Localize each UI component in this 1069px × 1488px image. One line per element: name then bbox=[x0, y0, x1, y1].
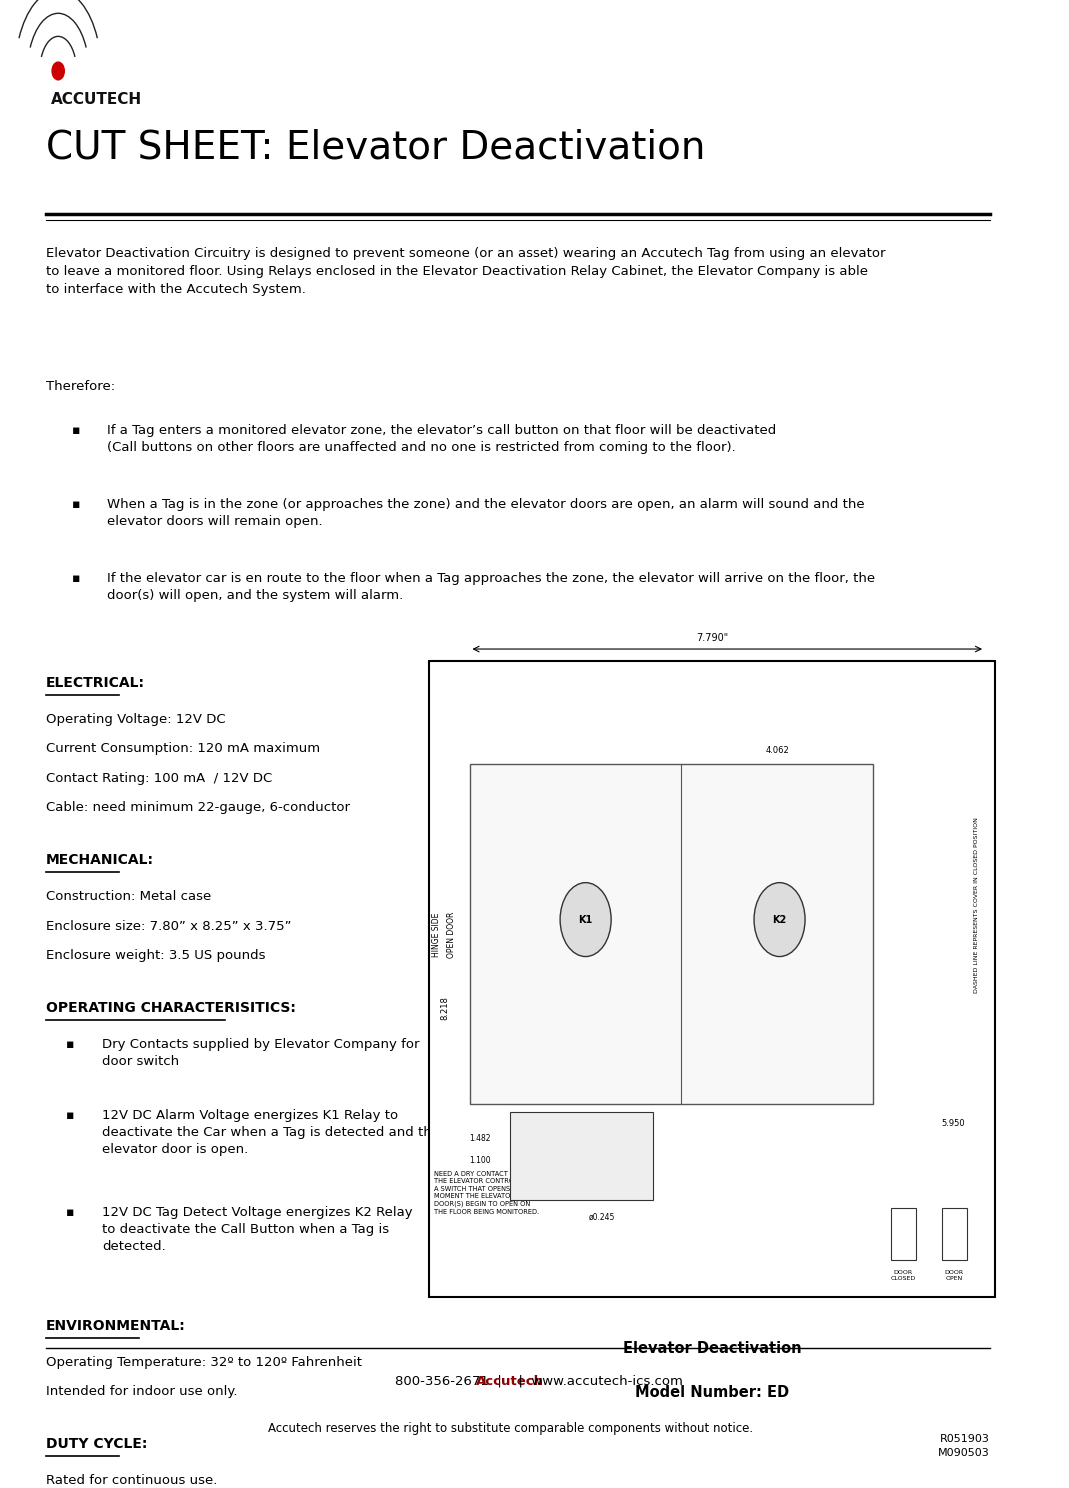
Text: CALL
BUTTON: CALL BUTTON bbox=[762, 783, 797, 802]
Circle shape bbox=[754, 882, 805, 957]
Text: 12V DC Tag Detect Voltage energizes K2 Relay
to deactivate the Call Button when : 12V DC Tag Detect Voltage energizes K2 R… bbox=[102, 1207, 413, 1253]
Text: Current Consumption: 120 mA maximum: Current Consumption: 120 mA maximum bbox=[46, 743, 320, 756]
Text: ø0.370: ø0.370 bbox=[475, 802, 501, 811]
Text: Accutech reserves the right to substitute comparable components without notice.: Accutech reserves the right to substitut… bbox=[267, 1423, 753, 1436]
Text: ø0.245: ø0.245 bbox=[589, 1213, 616, 1222]
Text: DIODE: DIODE bbox=[659, 1085, 683, 1094]
Text: 5.950: 5.950 bbox=[941, 1119, 964, 1128]
Text: If a Tag enters a monitored elevator zone, the elevator’s call button on that fl: If a Tag enters a monitored elevator zon… bbox=[107, 424, 776, 454]
Text: Elevator Deactivation Circuitry is designed to prevent someone (or an asset) wea: Elevator Deactivation Circuitry is desig… bbox=[46, 247, 885, 296]
Text: 8.218: 8.218 bbox=[440, 997, 450, 1021]
Text: ▪: ▪ bbox=[72, 424, 80, 437]
Text: Enclosure size: 7.80” x 8.25” x 3.75”: Enclosure size: 7.80” x 8.25” x 3.75” bbox=[46, 920, 292, 933]
Text: ▪: ▪ bbox=[72, 573, 80, 585]
Text: CAR
DEACTIVATION: CAR DEACTIVATION bbox=[544, 783, 606, 802]
Text: NEED A DRY CONTACT FROM
THE ELEVATOR CONTROL, OR
A SWITCH THAT OPENS THE
MOMENT : NEED A DRY CONTACT FROM THE ELEVATOR CON… bbox=[434, 1171, 539, 1214]
Text: Rated for continuous use.: Rated for continuous use. bbox=[46, 1475, 217, 1487]
Bar bbox=[942, 1208, 966, 1260]
Bar bbox=[469, 765, 872, 1104]
Bar bbox=[429, 661, 995, 1296]
Text: Therefore:: Therefore: bbox=[46, 379, 115, 393]
Text: Contact Rating: 100 mA  / 12V DC: Contact Rating: 100 mA / 12V DC bbox=[46, 772, 273, 784]
Text: Model Number: ED: Model Number: ED bbox=[635, 1385, 789, 1400]
Circle shape bbox=[560, 882, 611, 957]
Text: Operating Voltage: 12V DC: Operating Voltage: 12V DC bbox=[46, 713, 226, 726]
Text: Accutech: Accutech bbox=[477, 1375, 544, 1388]
Text: 1.482: 1.482 bbox=[469, 1134, 491, 1143]
Text: OPERATING CHARACTERISITICS:: OPERATING CHARACTERISITICS: bbox=[46, 1001, 296, 1015]
Text: 4.062: 4.062 bbox=[765, 747, 789, 756]
Circle shape bbox=[52, 62, 64, 80]
Text: ▪: ▪ bbox=[66, 1109, 75, 1122]
Text: HINGE SIDE: HINGE SIDE bbox=[432, 912, 441, 957]
Text: ACCUTECH: ACCUTECH bbox=[51, 92, 142, 107]
Text: ▪: ▪ bbox=[66, 1207, 75, 1219]
Text: Construction: Metal case: Construction: Metal case bbox=[46, 890, 212, 903]
Text: DOOR
OPEN: DOOR OPEN bbox=[945, 1269, 964, 1281]
Text: K2: K2 bbox=[773, 915, 787, 924]
Text: MECHANICAL:: MECHANICAL: bbox=[46, 853, 154, 868]
Text: CUT SHEET: Elevator Deactivation: CUT SHEET: Elevator Deactivation bbox=[46, 128, 706, 167]
Text: If the elevator car is en route to the floor when a Tag approaches the zone, the: If the elevator car is en route to the f… bbox=[107, 573, 876, 603]
Text: ▪: ▪ bbox=[72, 498, 80, 512]
Text: DUTY CYCLE:: DUTY CYCLE: bbox=[46, 1437, 148, 1451]
Text: |  www.accutech-ics.com: | www.accutech-ics.com bbox=[510, 1375, 683, 1388]
Text: Operating Temperature: 32º to 120º Fahrenheit: Operating Temperature: 32º to 120º Fahre… bbox=[46, 1356, 362, 1369]
Text: R051903
M090503: R051903 M090503 bbox=[939, 1434, 990, 1458]
Text: 7.790": 7.790" bbox=[696, 632, 728, 643]
Text: 12V DC Alarm Voltage energizes K1 Relay to
deactivate the Car when a Tag is dete: 12V DC Alarm Voltage energizes K1 Relay … bbox=[102, 1109, 440, 1156]
Text: ELECTRICAL:: ELECTRICAL: bbox=[46, 676, 145, 689]
Text: DASHED LINE REPRESENTS COVER IN CLOSED POSITION: DASHED LINE REPRESENTS COVER IN CLOSED P… bbox=[974, 817, 979, 992]
Text: ENVIRONMENTAL:: ENVIRONMENTAL: bbox=[46, 1318, 186, 1333]
Text: Intended for indoor use only.: Intended for indoor use only. bbox=[46, 1385, 237, 1399]
Text: K1: K1 bbox=[578, 915, 592, 924]
Text: Dry Contacts supplied by Elevator Company for
door switch: Dry Contacts supplied by Elevator Compan… bbox=[102, 1037, 419, 1068]
Text: OPEN DOOR: OPEN DOOR bbox=[447, 911, 455, 958]
Text: 1.100: 1.100 bbox=[469, 1156, 491, 1165]
Text: Enclosure weight: 3.5 US pounds: Enclosure weight: 3.5 US pounds bbox=[46, 949, 265, 963]
Text: Cable: need minimum 22-gauge, 6-conductor: Cable: need minimum 22-gauge, 6-conducto… bbox=[46, 802, 350, 814]
Text: ▪: ▪ bbox=[66, 1037, 75, 1051]
Text: DOOR
CLOSED: DOOR CLOSED bbox=[890, 1269, 916, 1281]
Text: 800-356-2671  |: 800-356-2671 | bbox=[396, 1375, 510, 1388]
Bar bbox=[510, 1112, 653, 1201]
Text: Elevator Deactivation: Elevator Deactivation bbox=[622, 1341, 802, 1356]
Text: When a Tag is in the zone (or approaches the zone) and the elevator doors are op: When a Tag is in the zone (or approaches… bbox=[107, 498, 865, 528]
Bar bbox=[892, 1208, 915, 1260]
